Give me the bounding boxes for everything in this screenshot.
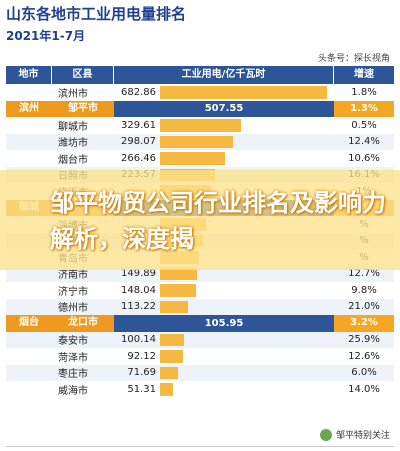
table-row: 聊城市 329.61 0.5% [6,117,394,134]
power-bar [160,366,178,379]
cell-growth: 14.0% [348,383,380,395]
power-value: 113.22 [121,301,156,313]
table-row: 滨州市 682.86 1.8% [6,84,394,101]
cell-county: 枣庄市 [58,369,88,381]
power-value: 71.69 [127,367,156,379]
cell-growth: 12.7% [348,268,380,280]
power-value: 148.04 [121,284,156,296]
table-row: 烟台 龙口市 105.95 3.2% [6,315,394,332]
cell-growth: 10.6% [348,152,380,164]
table-row: 潍坊市 298.07 12.4% [6,133,394,151]
cell-county: 济南市 [58,270,88,282]
column-header-county: 区县 [52,66,114,84]
cell-county: 烟台市 [58,154,88,166]
cell-prefecture: 滨州 [6,100,52,117]
cell-growth: 9.8% [351,284,377,296]
page-subtitle: 2021年1-7月 [6,29,86,43]
cell-county: 邹平市 [52,100,114,117]
cell-county: 龙口市 [52,315,114,332]
cell-power: 148.04 [114,282,334,299]
table-row: 烟台市 266.46 10.6% [6,150,394,167]
cell-growth: 0.5% [351,119,377,131]
column-header-growth: 增速 [354,69,374,80]
source-credit: 头条号：探长视角 [317,54,390,64]
power-bar [160,135,233,148]
table-row: 威海市 51.31 14.0% [6,381,394,398]
cell-power: 266.46 [114,150,334,167]
power-bar [160,152,226,165]
cell-county: 济宁市 [58,286,88,298]
cell-county: 聊城市 [58,121,88,133]
power-value: 149.89 [121,268,156,280]
cell-growth: 3.2% [334,315,394,332]
page-title: 山东各地市工业用电量排名 [6,5,187,23]
footer-divider [6,446,394,447]
cell-power: 149.89 [114,266,334,283]
cell-county: 菏泽市 [58,352,88,364]
column-header-prefecture: 地市 [6,66,52,84]
cell-growth: 12.6% [348,350,380,362]
cell-county: 德州市 [58,303,88,315]
power-value: 329.61 [121,119,156,131]
cell-growth: 21.0% [348,301,380,313]
power-bar [160,267,197,280]
table-row: 菏泽市 92.12 12.6% [6,348,394,365]
power-value: 92.12 [127,350,156,362]
cell-county: 潍坊市 [58,138,88,150]
cell-power: 105.95 [114,315,334,332]
cell-growth: 12.4% [348,136,380,148]
power-bar [160,119,241,132]
power-bar [160,333,185,346]
column-header-power: 工业用电/亿千瓦时 [114,66,334,84]
table-row: 枣庄市 71.69 6.0% [6,364,394,382]
power-value: 682.86 [121,86,156,98]
table-row: 泰安市 100.14 25.9% [6,331,394,349]
cell-county: 泰安市 [58,336,88,348]
cell-power: 92.12 [114,348,334,365]
cell-power: 71.69 [114,365,334,382]
power-bar [160,300,188,313]
table-row: 济宁市 148.04 9.8% [6,282,394,299]
cell-county: 威海市 [58,385,88,397]
power-value: 100.14 [121,334,156,346]
watermark-text: 邹平特别关注 [335,431,390,441]
table-row: 滨州 邹平市 507.55 1.3% [6,100,394,117]
power-value: 105.95 [204,317,244,329]
cell-power: 100.14 [114,332,334,349]
cell-growth: 1.8% [351,86,377,98]
cell-prefecture: 烟台 [6,315,52,332]
power-value: 298.07 [121,136,156,148]
cell-power: 113.22 [114,299,334,316]
headline-text: 邹平物贸公司行业排名及影响力解析，深度揭 [50,189,386,253]
power-value: 51.31 [127,383,156,395]
power-bar [160,284,197,297]
headline-banner [0,170,400,270]
table-header: 地市 区县 工业用电/亿千瓦时 增速 [6,66,394,84]
watermark: 邹平特别关注 [319,428,390,441]
cell-county: 滨州市 [58,88,88,100]
power-bar [160,383,173,396]
power-value: 507.55 [204,103,244,115]
wechat-icon [319,428,332,441]
power-value: 266.46 [121,152,156,164]
cell-power: 507.55 [114,100,334,117]
table-row: 德州市 113.22 21.0% [6,298,394,316]
cell-power: 51.31 [114,381,334,398]
cell-power: 298.07 [114,134,334,151]
cell-growth: 1.3% [334,100,394,117]
cell-growth: 25.9% [348,334,380,346]
power-bar [160,86,328,99]
power-bar [160,350,183,363]
cell-power: 682.86 [114,84,334,101]
cell-power: 329.61 [114,117,334,134]
cell-growth: 6.0% [351,367,377,379]
